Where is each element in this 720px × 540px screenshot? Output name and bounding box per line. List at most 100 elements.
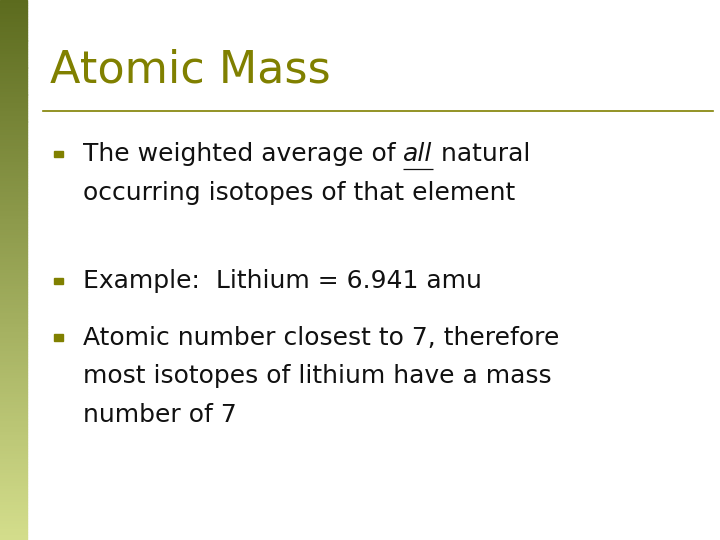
- Bar: [0, 275, 27, 278]
- Bar: [0, 178, 27, 181]
- Bar: [0, 281, 27, 284]
- Bar: [0, 508, 27, 510]
- Bar: [0, 105, 27, 108]
- Bar: [0, 405, 27, 408]
- Bar: [0, 46, 27, 49]
- Bar: [0, 421, 27, 424]
- Bar: [54, 278, 63, 284]
- Bar: [0, 332, 27, 335]
- Bar: [0, 524, 27, 526]
- Bar: [0, 456, 27, 459]
- Bar: [0, 367, 27, 370]
- Bar: [0, 529, 27, 532]
- Bar: [0, 354, 27, 356]
- Bar: [0, 194, 27, 197]
- Bar: [0, 151, 27, 154]
- Bar: [0, 57, 27, 59]
- Bar: [0, 535, 27, 537]
- Bar: [0, 35, 27, 38]
- Bar: [0, 103, 27, 105]
- Bar: [0, 140, 27, 143]
- Bar: [0, 30, 27, 32]
- Bar: [0, 427, 27, 429]
- Text: Example:  Lithium = 6.941 amu: Example: Lithium = 6.941 amu: [83, 269, 482, 293]
- Bar: [0, 486, 27, 489]
- Bar: [0, 483, 27, 486]
- Bar: [0, 505, 27, 508]
- Bar: [0, 3, 27, 5]
- Bar: [0, 364, 27, 367]
- Bar: [0, 446, 27, 448]
- Bar: [0, 189, 27, 192]
- Bar: [0, 254, 27, 256]
- Bar: [0, 459, 27, 462]
- Bar: [0, 329, 27, 332]
- Bar: [0, 143, 27, 146]
- Bar: [0, 300, 27, 302]
- Bar: [0, 324, 27, 327]
- Bar: [0, 319, 27, 321]
- Bar: [0, 78, 27, 81]
- Bar: [0, 335, 27, 338]
- Bar: [0, 119, 27, 122]
- Bar: [0, 11, 27, 14]
- Bar: [0, 167, 27, 170]
- Bar: [0, 500, 27, 502]
- Bar: [0, 81, 27, 84]
- Bar: [0, 305, 27, 308]
- Bar: [54, 334, 63, 341]
- Bar: [0, 262, 27, 265]
- Bar: [0, 173, 27, 176]
- Bar: [0, 472, 27, 475]
- Bar: [0, 537, 27, 540]
- Bar: [0, 170, 27, 173]
- Bar: [0, 340, 27, 343]
- Text: natural: natural: [433, 142, 530, 166]
- Bar: [0, 437, 27, 440]
- Bar: [0, 181, 27, 184]
- Bar: [0, 413, 27, 416]
- Text: occurring isotopes of that element: occurring isotopes of that element: [83, 181, 515, 205]
- Bar: [0, 130, 27, 132]
- Bar: [0, 202, 27, 205]
- Bar: [0, 308, 27, 310]
- Bar: [0, 159, 27, 162]
- Bar: [0, 219, 27, 221]
- Bar: [0, 113, 27, 116]
- Bar: [0, 100, 27, 103]
- Bar: [0, 19, 27, 22]
- Bar: [0, 265, 27, 267]
- Bar: [0, 416, 27, 418]
- Bar: [0, 32, 27, 35]
- Bar: [0, 238, 27, 240]
- Bar: [0, 51, 27, 54]
- Bar: [0, 27, 27, 30]
- Bar: [0, 273, 27, 275]
- Bar: [0, 40, 27, 43]
- Bar: [0, 521, 27, 524]
- Bar: [0, 359, 27, 362]
- Bar: [0, 294, 27, 297]
- Bar: [0, 70, 27, 73]
- Bar: [0, 259, 27, 262]
- Bar: [0, 86, 27, 89]
- Bar: [0, 65, 27, 68]
- Bar: [0, 448, 27, 451]
- Text: Atomic Mass: Atomic Mass: [50, 49, 331, 92]
- Bar: [0, 397, 27, 400]
- Bar: [0, 248, 27, 251]
- Bar: [0, 386, 27, 389]
- Bar: [0, 292, 27, 294]
- Bar: [0, 313, 27, 316]
- Bar: [0, 381, 27, 383]
- Text: Atomic number closest to 7, therefore: Atomic number closest to 7, therefore: [83, 326, 559, 349]
- Bar: [0, 165, 27, 167]
- Bar: [0, 162, 27, 165]
- Bar: [0, 310, 27, 313]
- Bar: [0, 92, 27, 94]
- Bar: [0, 232, 27, 235]
- Bar: [0, 289, 27, 292]
- Bar: [0, 205, 27, 208]
- Bar: [0, 494, 27, 497]
- Bar: [0, 270, 27, 273]
